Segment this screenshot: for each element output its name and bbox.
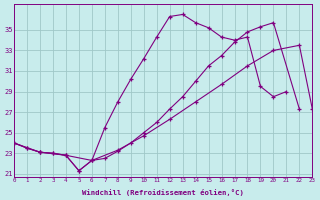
X-axis label: Windchill (Refroidissement éolien,°C): Windchill (Refroidissement éolien,°C) xyxy=(82,189,244,196)
